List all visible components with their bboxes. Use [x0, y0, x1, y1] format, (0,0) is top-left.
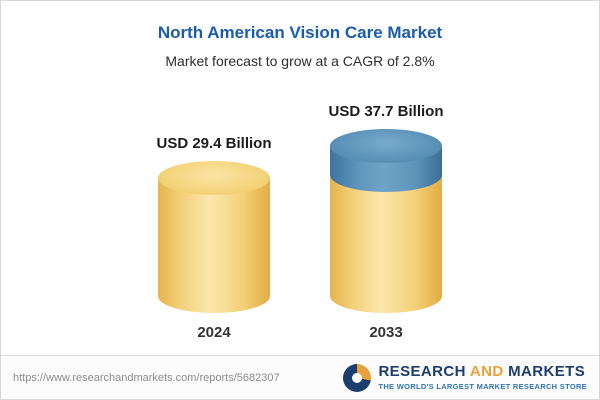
research-and-markets-logo: RESEARCH AND MARKETS THE WORLD'S LARGEST… [343, 362, 587, 392]
bar-group-2024: USD 29.4 Billion 2024 [149, 135, 279, 341]
cylinder-bar-chart: USD 29.4 Billion 2024 USD 37.7 Billion 2… [1, 91, 599, 341]
source-url: https://www.researchandmarkets.com/repor… [13, 371, 280, 384]
cylinder-bar-2033 [330, 129, 442, 313]
cylinder-top-ellipse-blue [330, 129, 442, 163]
logo-name-and: AND [469, 362, 504, 380]
logo-name-research: RESEARCH [378, 362, 466, 380]
value-label-2033: USD 37.7 Billion [328, 103, 444, 120]
page-subtitle: Market forecast to grow at a CAGR of 2.8… [165, 53, 435, 69]
cylinder-bar-2024 [158, 161, 270, 313]
logo-name: RESEARCH AND MARKETS [378, 362, 587, 381]
cylinder-top-ellipse [158, 161, 270, 195]
cylinder-body-yellow [158, 178, 270, 313]
logo-tagline: THE WORLD'S LARGEST MARKET RESEARCH STOR… [378, 382, 587, 392]
logo-text: RESEARCH AND MARKETS THE WORLD'S LARGEST… [378, 362, 587, 392]
logo-name-markets: MARKETS [508, 362, 586, 380]
category-label-2024: 2024 [197, 324, 231, 341]
page-title: North American Vision Care Market [157, 23, 443, 42]
bar-group-2033: USD 37.7 Billion 2033 [321, 103, 451, 341]
value-label-2024: USD 29.4 Billion [156, 135, 272, 152]
category-label-2033: 2033 [369, 324, 403, 341]
footer-bar: https://www.researchandmarkets.com/repor… [1, 355, 599, 399]
logo-pie-icon [343, 363, 372, 392]
